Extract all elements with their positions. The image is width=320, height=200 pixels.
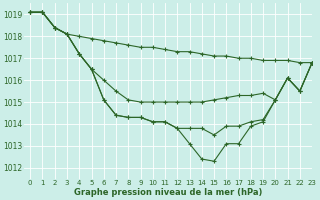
X-axis label: Graphe pression niveau de la mer (hPa): Graphe pression niveau de la mer (hPa) (74, 188, 262, 197)
